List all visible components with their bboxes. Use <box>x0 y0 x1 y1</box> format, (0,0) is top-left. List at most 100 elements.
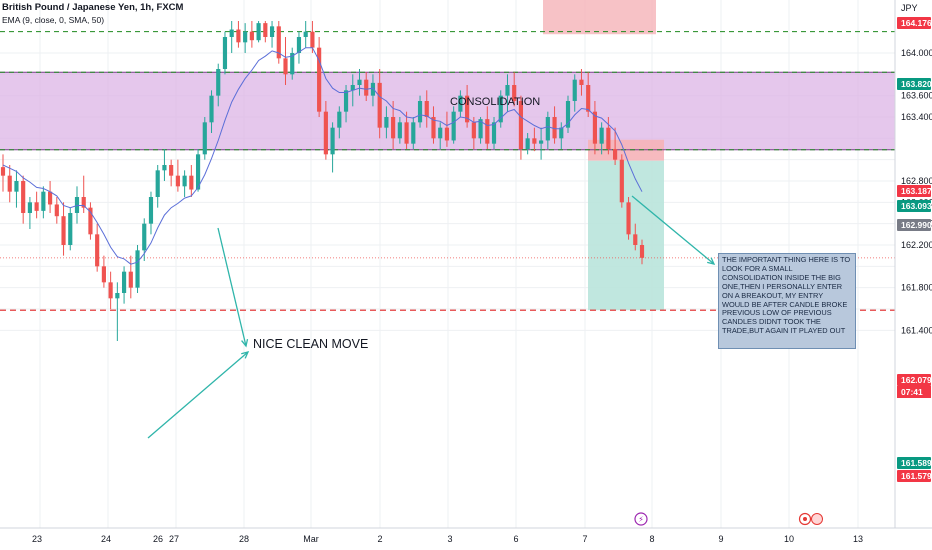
candle <box>34 191 39 219</box>
candle-body <box>14 181 19 192</box>
candle-body <box>27 202 32 213</box>
price-tag-bg <box>897 219 931 231</box>
candle-body <box>236 29 241 43</box>
candle <box>290 47 295 80</box>
candle <box>0 154 6 192</box>
candle <box>216 63 221 107</box>
candle-body <box>337 111 342 128</box>
time-tick-label: 3 <box>447 534 452 544</box>
candle-body <box>310 31 315 48</box>
candle-body <box>619 159 624 203</box>
candle <box>485 106 490 149</box>
candle <box>81 175 86 213</box>
candle-body <box>68 213 73 245</box>
candle-body <box>317 47 322 112</box>
clean-move-arrow-up <box>147 351 250 439</box>
candle-body <box>34 202 39 211</box>
candle-body <box>243 31 248 43</box>
time-tick-label: 7 <box>582 534 587 544</box>
candle-body <box>545 117 550 141</box>
price-tag-text: 161.579 <box>901 471 932 481</box>
candle <box>458 90 463 117</box>
time-tick-label: 27 <box>169 534 179 544</box>
time-tick-label: 2 <box>377 534 382 544</box>
candle-body <box>586 85 591 112</box>
price-tick-label: 163.600 <box>901 91 932 101</box>
countdown-tag: 07:41 <box>897 386 931 398</box>
trade-note-callout: THE IMPORTANT THING HERE IS TO LOOK FOR … <box>718 253 856 349</box>
candle <box>7 165 12 203</box>
candle-body <box>532 138 537 144</box>
time-tick-label: 9 <box>718 534 723 544</box>
candle <box>626 197 631 240</box>
price-tag: 163.187 <box>897 185 932 197</box>
countdown-tag-text: 07:41 <box>901 387 923 397</box>
candle-body <box>121 271 127 293</box>
candle-body <box>263 23 268 37</box>
candle-body <box>431 117 436 139</box>
time-tick-label: 24 <box>101 534 111 544</box>
candle <box>498 90 503 128</box>
candle-body <box>135 250 140 288</box>
candle-body <box>202 122 207 155</box>
price-tag-text: 163.820 <box>901 79 932 89</box>
clean-move-arrow-down <box>217 227 249 348</box>
candle <box>465 85 470 128</box>
consolidation-label: CONSOLIDATION <box>450 96 541 108</box>
symbol-title[interactable]: British Pound / Japanese Yen, 1h, FXCM <box>2 2 184 13</box>
candle <box>512 72 517 107</box>
price-tag-bg <box>897 374 931 386</box>
candle-body <box>404 122 409 144</box>
candle-body <box>613 149 618 160</box>
candle <box>256 21 261 43</box>
candle <box>101 255 106 288</box>
candle-body <box>518 101 524 149</box>
candle-body <box>343 90 349 112</box>
candle <box>606 117 611 155</box>
candle-body <box>47 191 53 205</box>
candle <box>370 74 376 107</box>
economic-event-icon[interactable] <box>798 512 823 526</box>
candle <box>323 101 328 160</box>
event-icon[interactable]: ⚡ <box>634 512 648 526</box>
candle <box>491 117 497 149</box>
candle <box>404 111 409 149</box>
time-tick-label: 13 <box>853 534 863 544</box>
candle-body <box>115 293 120 299</box>
candle <box>243 23 248 53</box>
candle <box>27 197 32 229</box>
candle-body <box>417 101 423 123</box>
candle-body <box>565 101 571 128</box>
price-tag-bg <box>897 78 931 90</box>
indicator-legend[interactable]: EMA (9, close, 0, SMA, 50) <box>2 15 105 25</box>
drawing-zones <box>0 0 895 311</box>
time-axis[interactable]: 23 24 26 27 28 Mar 2 3 6 7 8 9 10 13 <box>32 534 863 544</box>
candle-body <box>391 117 396 139</box>
candle <box>175 159 180 192</box>
candle <box>269 21 275 48</box>
candle-body <box>626 202 631 235</box>
price-tick-label: 162.200 <box>901 240 932 250</box>
candle <box>431 106 436 144</box>
candle-body <box>54 204 59 217</box>
price-tag: 163.093 <box>897 200 932 212</box>
candle-body <box>148 197 154 224</box>
candle-body <box>559 127 564 139</box>
candle <box>283 37 288 85</box>
candle <box>229 21 234 53</box>
candle <box>444 111 450 147</box>
price-tag-text: 164.176 <box>901 18 932 28</box>
time-tick-label: Mar <box>303 534 319 544</box>
candle-body <box>41 191 46 211</box>
candle <box>148 191 154 235</box>
price-tag: 163.820 <box>897 78 932 90</box>
price-tag: 162.079 <box>897 374 932 386</box>
candle-body <box>579 79 584 85</box>
price-tag-bg <box>897 470 931 482</box>
price-tag-bg <box>897 185 931 197</box>
take-profit-zone <box>588 160 664 311</box>
candle <box>397 117 402 144</box>
candle-body <box>81 197 86 208</box>
candle-body <box>276 26 281 59</box>
candle <box>633 223 638 251</box>
